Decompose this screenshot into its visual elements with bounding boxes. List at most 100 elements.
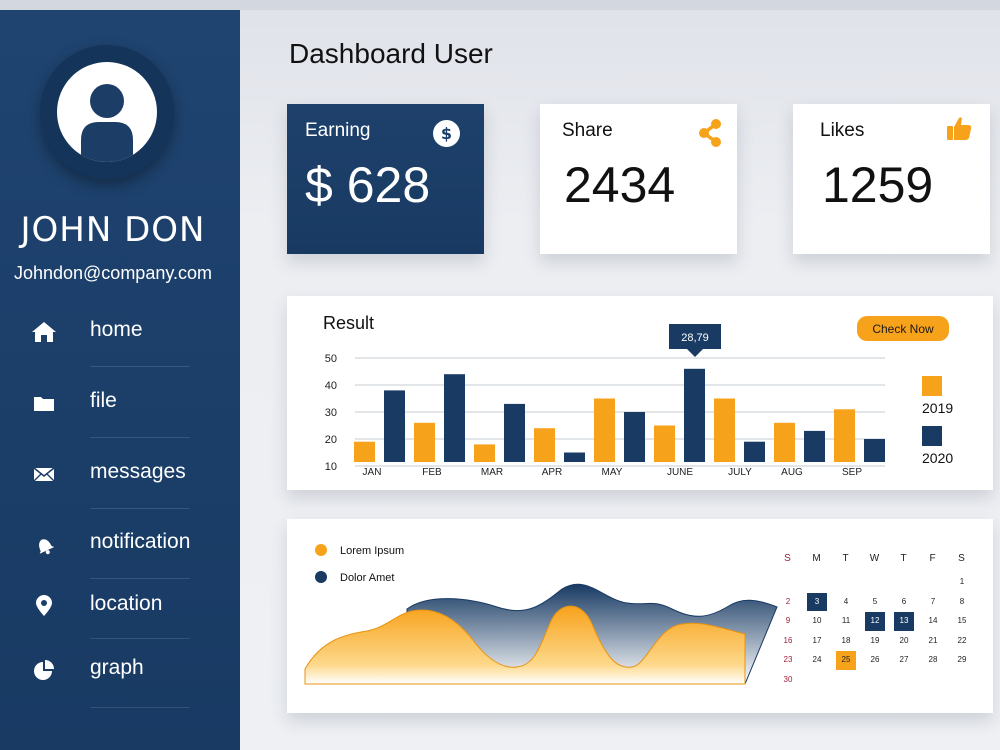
- earning-label: Earning: [305, 120, 371, 141]
- earning-card[interactable]: Earning $ $ 628: [287, 104, 484, 254]
- legend-label-2020: 2020: [922, 450, 953, 466]
- thumbs-up-icon: [947, 117, 972, 140]
- bar-2020-mar[interactable]: [504, 403, 525, 462]
- calendar-day[interactable]: 22: [957, 635, 967, 645]
- calendar-day[interactable]: 29: [957, 655, 967, 664]
- bar-2019-may[interactable]: [594, 398, 615, 463]
- bar-2020-jan[interactable]: [384, 390, 405, 462]
- chart-bars: [354, 368, 885, 463]
- calendar-weekday: S: [958, 553, 965, 564]
- calendar-day[interactable]: 6: [901, 596, 907, 606]
- bar-2019-feb[interactable]: [414, 422, 435, 462]
- bar-2019-aug[interactable]: [774, 422, 795, 462]
- bar-2019-apr[interactable]: [534, 428, 555, 462]
- sidebar-item-file[interactable]: file: [0, 383, 240, 423]
- location-pin-icon: [36, 595, 52, 616]
- bar-2020-june[interactable]: [684, 368, 705, 462]
- share-icon: [699, 119, 721, 147]
- calendar-day[interactable]: 21: [928, 635, 938, 645]
- calendar-day[interactable]: 1: [959, 577, 965, 586]
- x-tick-label: SEP: [842, 467, 862, 478]
- bar-2020-may[interactable]: [624, 412, 645, 462]
- bar-2019-mar[interactable]: [474, 444, 495, 462]
- sidebar-item-notification[interactable]: notification: [0, 524, 240, 564]
- calendar-day[interactable]: 20: [899, 635, 909, 645]
- calendar-day[interactable]: 18: [841, 635, 851, 645]
- share-label: Share: [562, 120, 613, 141]
- check-now-button[interactable]: Check Now: [857, 316, 949, 341]
- calendar-weekday: W: [869, 553, 880, 564]
- share-card[interactable]: Share 2434: [540, 104, 737, 254]
- bar-2020-july[interactable]: [744, 441, 765, 462]
- bar-2020-aug[interactable]: [804, 430, 825, 462]
- y-tick-label: 40: [325, 380, 337, 392]
- y-tick-label: 20: [325, 434, 337, 446]
- calendar-day[interactable]: 27: [899, 655, 909, 664]
- legend-label-lorem: Lorem Ipsum: [340, 545, 404, 557]
- chart-x-labels: JAN FEB MAR APR MAY JUNE JULY AUG SEP: [363, 467, 863, 478]
- y-tick-label: 30: [325, 407, 337, 419]
- avatar-ring: [40, 45, 174, 179]
- bar-2020-feb[interactable]: [444, 374, 465, 462]
- calendar-day[interactable]: 5: [872, 596, 878, 606]
- calendar-day[interactable]: 8: [959, 596, 965, 606]
- sidebar-item-label: notification: [90, 530, 191, 553]
- sidebar-item-home[interactable]: home: [0, 312, 240, 352]
- calendar-day[interactable]: 30: [783, 674, 793, 684]
- calendar-day[interactable]: 17: [812, 635, 822, 645]
- sidebar-item-messages[interactable]: messages: [0, 454, 240, 494]
- calendar-day[interactable]: 28: [928, 655, 938, 664]
- bar-2019-june[interactable]: [654, 425, 675, 463]
- sidebar-item-label: location: [90, 592, 163, 615]
- calendar-day[interactable]: 25: [836, 651, 856, 670]
- x-tick-label: AUG: [781, 467, 803, 478]
- legend-dot-dolor: [315, 571, 327, 583]
- bar-2019-july[interactable]: [714, 398, 735, 463]
- sidebar-item-label: graph: [90, 656, 144, 679]
- x-tick-label: APR: [542, 467, 563, 478]
- likes-card[interactable]: Likes 1259: [793, 104, 990, 254]
- bar-2020-apr[interactable]: [564, 452, 585, 463]
- bar-2019-sep[interactable]: [834, 409, 855, 462]
- bar-2020-sep[interactable]: [864, 439, 885, 462]
- calendar-day[interactable]: 10: [812, 616, 822, 625]
- divider: [90, 508, 190, 509]
- bar-2019-jan[interactable]: [354, 441, 375, 462]
- calendar-day[interactable]: 26: [870, 655, 880, 664]
- divider: [90, 638, 190, 639]
- calendar-day[interactable]: 19: [870, 635, 880, 645]
- calendar-day[interactable]: 3: [807, 592, 827, 611]
- legend-label-2019: 2019: [922, 400, 953, 416]
- x-tick-label: JAN: [363, 467, 382, 478]
- home-icon: [32, 322, 56, 342]
- calendar-day[interactable]: 13: [894, 612, 914, 631]
- sidebar-item-graph[interactable]: graph: [0, 650, 240, 690]
- calendar-day[interactable]: 4: [843, 596, 849, 606]
- legend-swatch-2020: [922, 426, 942, 446]
- sidebar-item-location[interactable]: location: [0, 586, 240, 626]
- avatar[interactable]: [57, 62, 157, 162]
- calendar-day[interactable]: 9: [785, 616, 791, 625]
- sidebar-item-label: home: [90, 318, 143, 341]
- check-now-label: Check Now: [872, 322, 934, 336]
- calendar-day[interactable]: 12: [865, 612, 885, 631]
- chart-title: Result: [323, 313, 374, 333]
- calendar-day[interactable]: 7: [930, 596, 936, 606]
- divider: [90, 366, 190, 367]
- calendar-day[interactable]: 16: [783, 635, 793, 645]
- calendar-weekday: M: [812, 553, 821, 564]
- x-tick-label: JULY: [728, 467, 752, 478]
- likes-label: Likes: [820, 120, 865, 141]
- calendar-day[interactable]: 14: [928, 616, 938, 625]
- share-value: 2434: [564, 157, 676, 213]
- chart-gridlines: 10 20 30 40 50: [325, 353, 885, 473]
- divider: [90, 437, 190, 438]
- sidebar: JOHN DON Johndon@company.com home file: [0, 10, 240, 750]
- calendar-day[interactable]: 11: [841, 616, 851, 625]
- user-name: JOHN DON: [20, 210, 206, 250]
- chart-tooltip: 28,79: [669, 324, 721, 357]
- calendar-day[interactable]: 23: [783, 655, 793, 664]
- calendar-day[interactable]: 24: [812, 655, 822, 664]
- calendar-day[interactable]: 2: [785, 596, 791, 606]
- calendar-day[interactable]: 15: [957, 616, 967, 625]
